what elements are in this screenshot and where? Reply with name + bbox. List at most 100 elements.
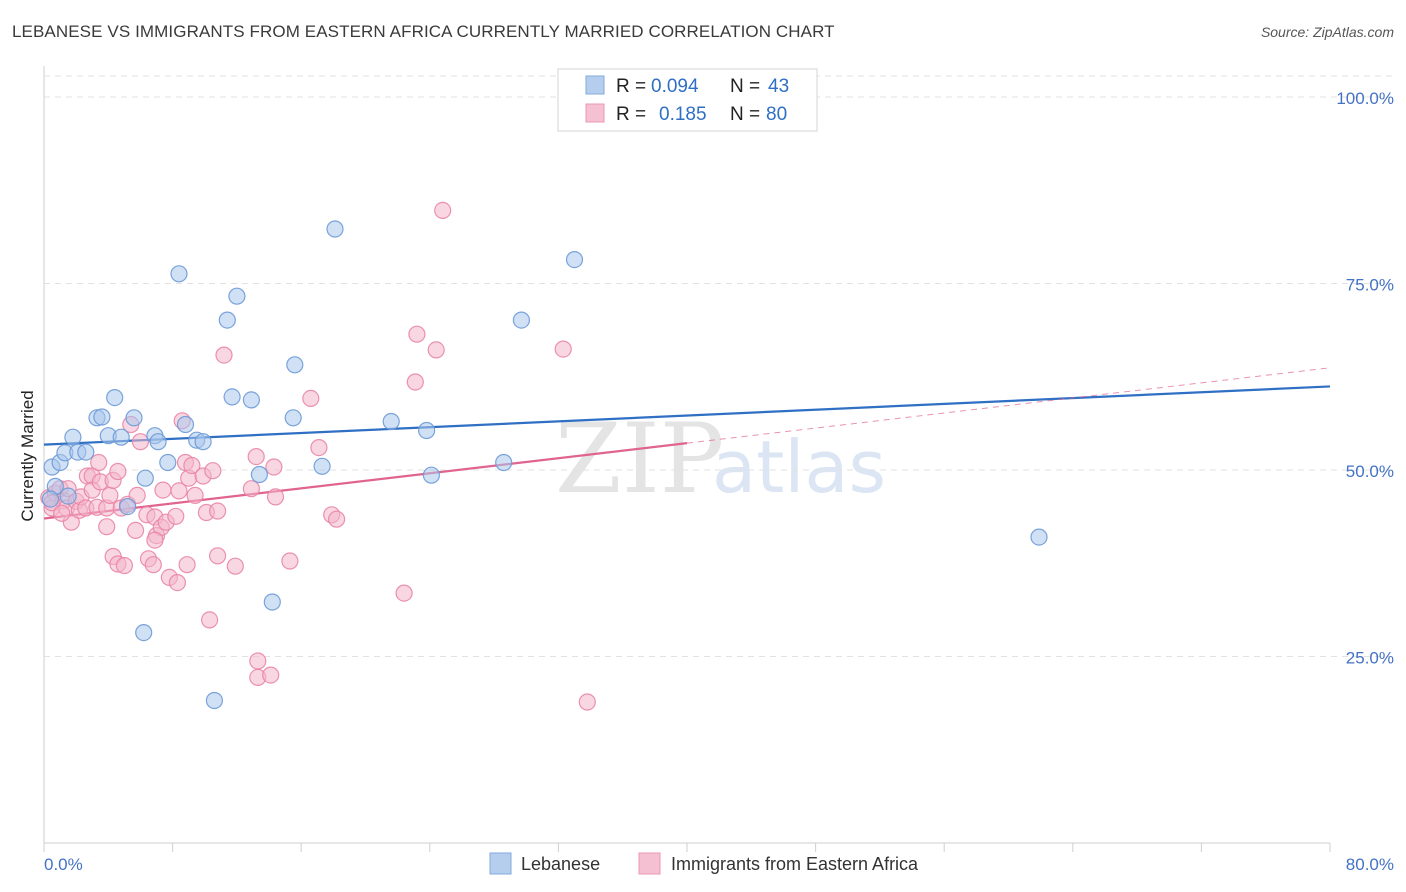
immigrants-point-64 <box>266 488 285 506</box>
immigrants-point-56 <box>215 346 233 364</box>
lebanese-point-7 <box>93 408 111 426</box>
y-tick-label-2: 75.0% <box>1346 276 1394 295</box>
immigrants-point-59 <box>247 448 265 466</box>
immigrants-trend-extension <box>686 367 1331 444</box>
lebanese-point-36 <box>1030 528 1048 546</box>
lebanese-point-35 <box>565 251 584 269</box>
legend: R = 0.094 N = 43 R = 0.185 N = 80 <box>557 68 818 132</box>
legend-n-label-2: N = <box>730 104 760 125</box>
lebanese-point-27 <box>286 356 304 374</box>
lebanese-point-29 <box>326 220 344 238</box>
immigrants-point-74 <box>434 201 452 219</box>
immigrants-point-41 <box>167 507 185 525</box>
legend-r-label-1: R = <box>616 76 646 97</box>
axes <box>43 66 1331 852</box>
lebanese-point-30 <box>382 412 400 431</box>
x-tick-label-0: 0.0% <box>44 855 83 874</box>
source-label: Source: ZipAtlas.com <box>1260 24 1394 40</box>
lebanese-point-28 <box>313 457 331 475</box>
lebanese-point-40 <box>118 498 137 516</box>
lebanese-point-22 <box>223 388 241 406</box>
immigrants-point-72 <box>406 373 424 391</box>
watermark-zip: ZIP <box>555 403 724 515</box>
lebanese-point-8 <box>106 389 124 407</box>
y-tick-label-3: 100.0% <box>1336 89 1394 108</box>
lebanese-point-19 <box>194 433 212 451</box>
lebanese-point-11 <box>125 409 143 427</box>
legend-r-value-2: 0.185 <box>659 104 707 125</box>
legend-n-value-1: 43 <box>768 76 789 97</box>
immigrants-point-67 <box>310 439 328 457</box>
immigrants-point-49 <box>186 486 204 504</box>
lebanese-point-42 <box>59 487 77 505</box>
lebanese-point-10 <box>112 428 130 446</box>
bottom-legend-swatch-immigrants <box>638 852 661 875</box>
immigrants-point-23 <box>109 462 127 481</box>
lebanese-point-12 <box>136 469 154 487</box>
immigrants-trend-line <box>43 442 688 520</box>
immigrants-point-60 <box>249 652 267 670</box>
immigrants-point-71 <box>408 325 426 343</box>
bottom-legend-label-lebanese: Lebanese <box>521 854 600 874</box>
immigrants-point-19 <box>98 518 116 536</box>
lebanese-point-41 <box>41 490 60 508</box>
lebanese-point-38 <box>205 691 223 710</box>
lebanese-point-34 <box>512 311 531 329</box>
lebanese-point-31 <box>418 421 436 440</box>
lebanese-point-16 <box>176 415 195 434</box>
data-points <box>40 201 1048 711</box>
lebanese-point-24 <box>250 465 268 484</box>
immigrants-point-62 <box>262 666 280 684</box>
immigrants-point-73 <box>427 341 445 359</box>
immigrants-point-58 <box>242 480 260 498</box>
legend-swatch-immigrants <box>585 103 605 123</box>
lebanese-point-37 <box>135 623 153 642</box>
immigrants-point-29 <box>127 521 145 540</box>
immigrants-point-79 <box>146 531 164 549</box>
immigrants-point-76 <box>578 693 596 711</box>
lebanese-point-14 <box>149 433 167 451</box>
lebanese-point-5 <box>77 443 95 461</box>
immigrants-point-53 <box>204 462 222 480</box>
legend-n-label-1: N = <box>730 76 760 97</box>
immigrants-point-34 <box>144 556 162 574</box>
lebanese-point-25 <box>263 593 281 611</box>
immigrants-point-57 <box>226 557 244 575</box>
immigrants-point-75 <box>554 340 572 358</box>
lebanese-point-3 <box>64 428 82 446</box>
immigrants-point-48 <box>183 456 201 475</box>
lebanese-point-23 <box>242 391 260 409</box>
legend-r-value-1: 0.094 <box>651 76 699 97</box>
y-tick-label-0: 25.0% <box>1346 649 1394 668</box>
immigrants-point-63 <box>265 458 283 476</box>
lebanese-point-15 <box>159 453 177 472</box>
lebanese-point-32 <box>422 466 440 484</box>
lebanese-point-20 <box>218 311 236 329</box>
immigrants-point-38 <box>154 481 172 499</box>
lebanese-point-26 <box>284 409 302 427</box>
immigrants-point-43 <box>170 482 188 500</box>
legend-r-label-2: R = <box>616 104 646 125</box>
immigrants-point-31 <box>131 433 149 451</box>
immigrants-point-26 <box>115 556 134 575</box>
y-axis-title: Currently Married <box>18 390 37 521</box>
lebanese-trend-line <box>43 385 1331 446</box>
tick-labels: 25.0% 50.0% 75.0% 100.0% 0.0% 80.0% <box>44 89 1394 874</box>
trend-lines <box>43 367 1331 520</box>
immigrants-point-54 <box>209 502 227 520</box>
immigrants-point-69 <box>328 510 346 528</box>
lebanese-point-33 <box>495 453 513 472</box>
legend-swatch-lebanese <box>585 75 605 95</box>
immigrants-point-46 <box>178 556 196 574</box>
immigrants-point-78 <box>53 504 71 522</box>
immigrants-point-30 <box>128 486 146 504</box>
immigrants-point-70 <box>395 584 413 602</box>
bottom-legend-swatch-lebanese <box>489 852 512 875</box>
legend-n-value-2: 80 <box>766 104 787 125</box>
chart-title: LEBANESE VS IMMIGRANTS FROM EASTERN AFRI… <box>12 22 835 41</box>
lebanese-point-17 <box>170 265 188 283</box>
immigrants-point-42 <box>168 573 186 592</box>
lebanese-point-21 <box>228 287 246 305</box>
immigrants-point-20 <box>101 486 119 504</box>
